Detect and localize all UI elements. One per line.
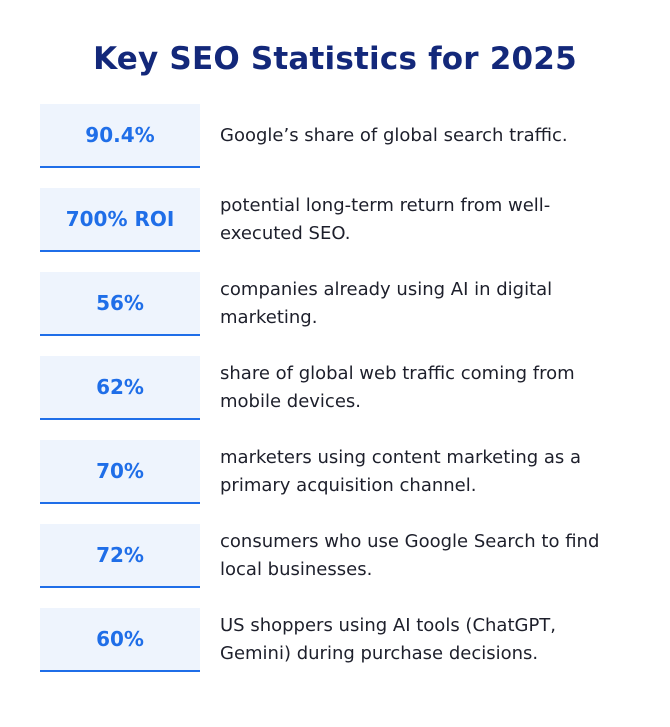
stat-value: 60% bbox=[96, 627, 144, 651]
stat-description: US shoppers using AI tools (ChatGPT, Gem… bbox=[220, 615, 557, 664]
stat-description-container: share of global web traffic coming from … bbox=[220, 356, 630, 420]
stat-row-3: 56% companies already using AI in digita… bbox=[40, 272, 640, 336]
stat-value-box: 56% bbox=[40, 272, 200, 336]
stat-description-container: potential long-term return from well-exe… bbox=[220, 188, 630, 252]
stat-value-box: 62% bbox=[40, 356, 200, 420]
page-title: Key SEO Statistics for 2025 bbox=[93, 41, 577, 77]
stat-row-6: 72% consumers who use Google Search to f… bbox=[40, 524, 640, 588]
stat-row-1: 90.4% Google’s share of global search tr… bbox=[40, 104, 640, 168]
stat-description: Google’s share of global search traffic. bbox=[220, 125, 568, 146]
stat-description: consumers who use Google Search to find … bbox=[220, 531, 600, 580]
stat-description-container: marketers using content marketing as a p… bbox=[220, 440, 630, 504]
stat-description-container: consumers who use Google Search to find … bbox=[220, 524, 630, 588]
stat-value-box: 70% bbox=[40, 440, 200, 504]
stat-description-container: US shoppers using AI tools (ChatGPT, Gem… bbox=[220, 608, 630, 672]
stat-row-5: 70% marketers using content marketing as… bbox=[40, 440, 640, 504]
stat-value: 62% bbox=[96, 375, 144, 399]
stat-row-4: 62% share of global web traffic coming f… bbox=[40, 356, 640, 420]
stat-description-container: companies already using AI in digital ma… bbox=[220, 272, 630, 336]
stat-value: 90.4% bbox=[85, 123, 155, 147]
stat-value-box: 90.4% bbox=[40, 104, 200, 168]
stat-description: marketers using content marketing as a p… bbox=[220, 447, 582, 496]
stat-value: 70% bbox=[96, 459, 144, 483]
stat-value: 700% ROI bbox=[65, 207, 175, 231]
stat-description: companies already using AI in digital ma… bbox=[220, 279, 553, 328]
stat-row-2: 700% ROI potential long-term return from… bbox=[40, 188, 640, 252]
stat-row-7: 60% US shoppers using AI tools (ChatGPT,… bbox=[40, 608, 640, 672]
stat-value: 56% bbox=[96, 291, 144, 315]
stat-value-box: 72% bbox=[40, 524, 200, 588]
stat-description: potential long-term return from well-exe… bbox=[220, 195, 551, 244]
stat-description: share of global web traffic coming from … bbox=[220, 363, 575, 412]
stat-value-box: 60% bbox=[40, 608, 200, 672]
stat-description-container: Google’s share of global search traffic. bbox=[220, 104, 630, 168]
stat-value: 72% bbox=[96, 543, 144, 567]
stat-value-box: 700% ROI bbox=[40, 188, 200, 252]
